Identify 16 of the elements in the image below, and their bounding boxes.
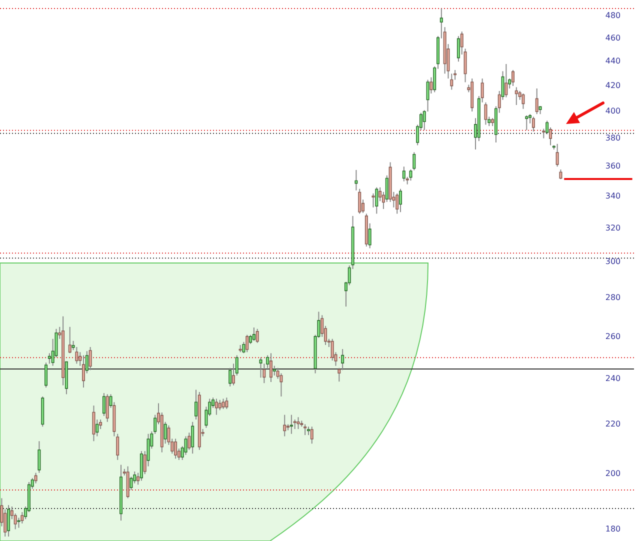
y-tick-label: 220 xyxy=(605,419,621,428)
y-tick-label: 460 xyxy=(605,33,621,42)
y-tick-label: 240 xyxy=(605,374,621,383)
y-tick-label: 260 xyxy=(605,332,621,341)
y-tick-label: 380 xyxy=(605,133,621,142)
y-tick-label: 340 xyxy=(605,192,621,201)
y-tick-label: 200 xyxy=(605,469,621,478)
y-tick-label: 320 xyxy=(605,223,621,232)
y-tick-label: 480 xyxy=(605,11,621,20)
y-tick-label: 180 xyxy=(605,524,621,534)
y-tick-label: 420 xyxy=(605,81,621,90)
y-tick-label: 280 xyxy=(605,293,621,302)
y-tick-label: 300 xyxy=(605,257,621,266)
y-tick-label: 400 xyxy=(605,106,621,116)
y-tick-label: 360 xyxy=(605,162,621,171)
y-tick-label: 440 xyxy=(605,56,621,66)
